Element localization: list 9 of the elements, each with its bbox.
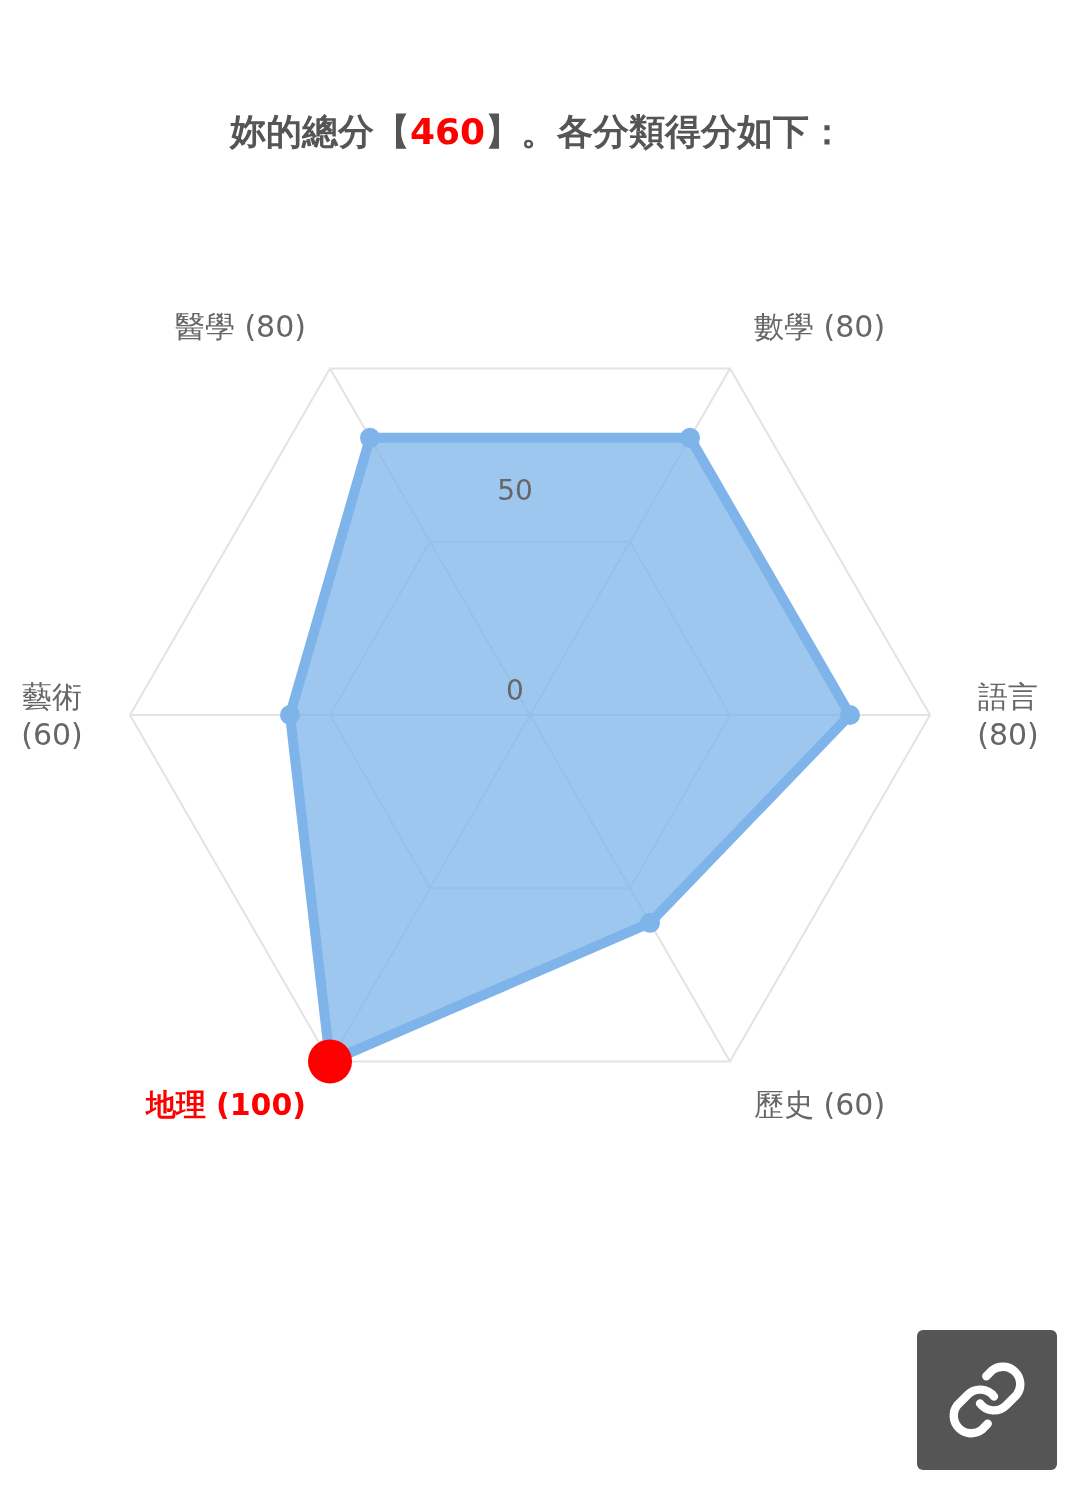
y-tick-label: 50: [497, 474, 533, 507]
spoke-label: 醫學 (80): [174, 308, 306, 344]
spoke-label: 數學 (80): [754, 308, 886, 344]
chart-title: 妳的總分【460】。各分類得分如下：: [229, 111, 846, 152]
y-tick-label: 0: [506, 674, 524, 707]
spoke-label: 歷史 (60): [754, 1086, 886, 1122]
spoke-label: 地理 (100): [143, 1086, 306, 1122]
spoke-label: 語言 (80): [977, 678, 1039, 752]
spoke-label: 藝術 (60): [21, 678, 83, 752]
